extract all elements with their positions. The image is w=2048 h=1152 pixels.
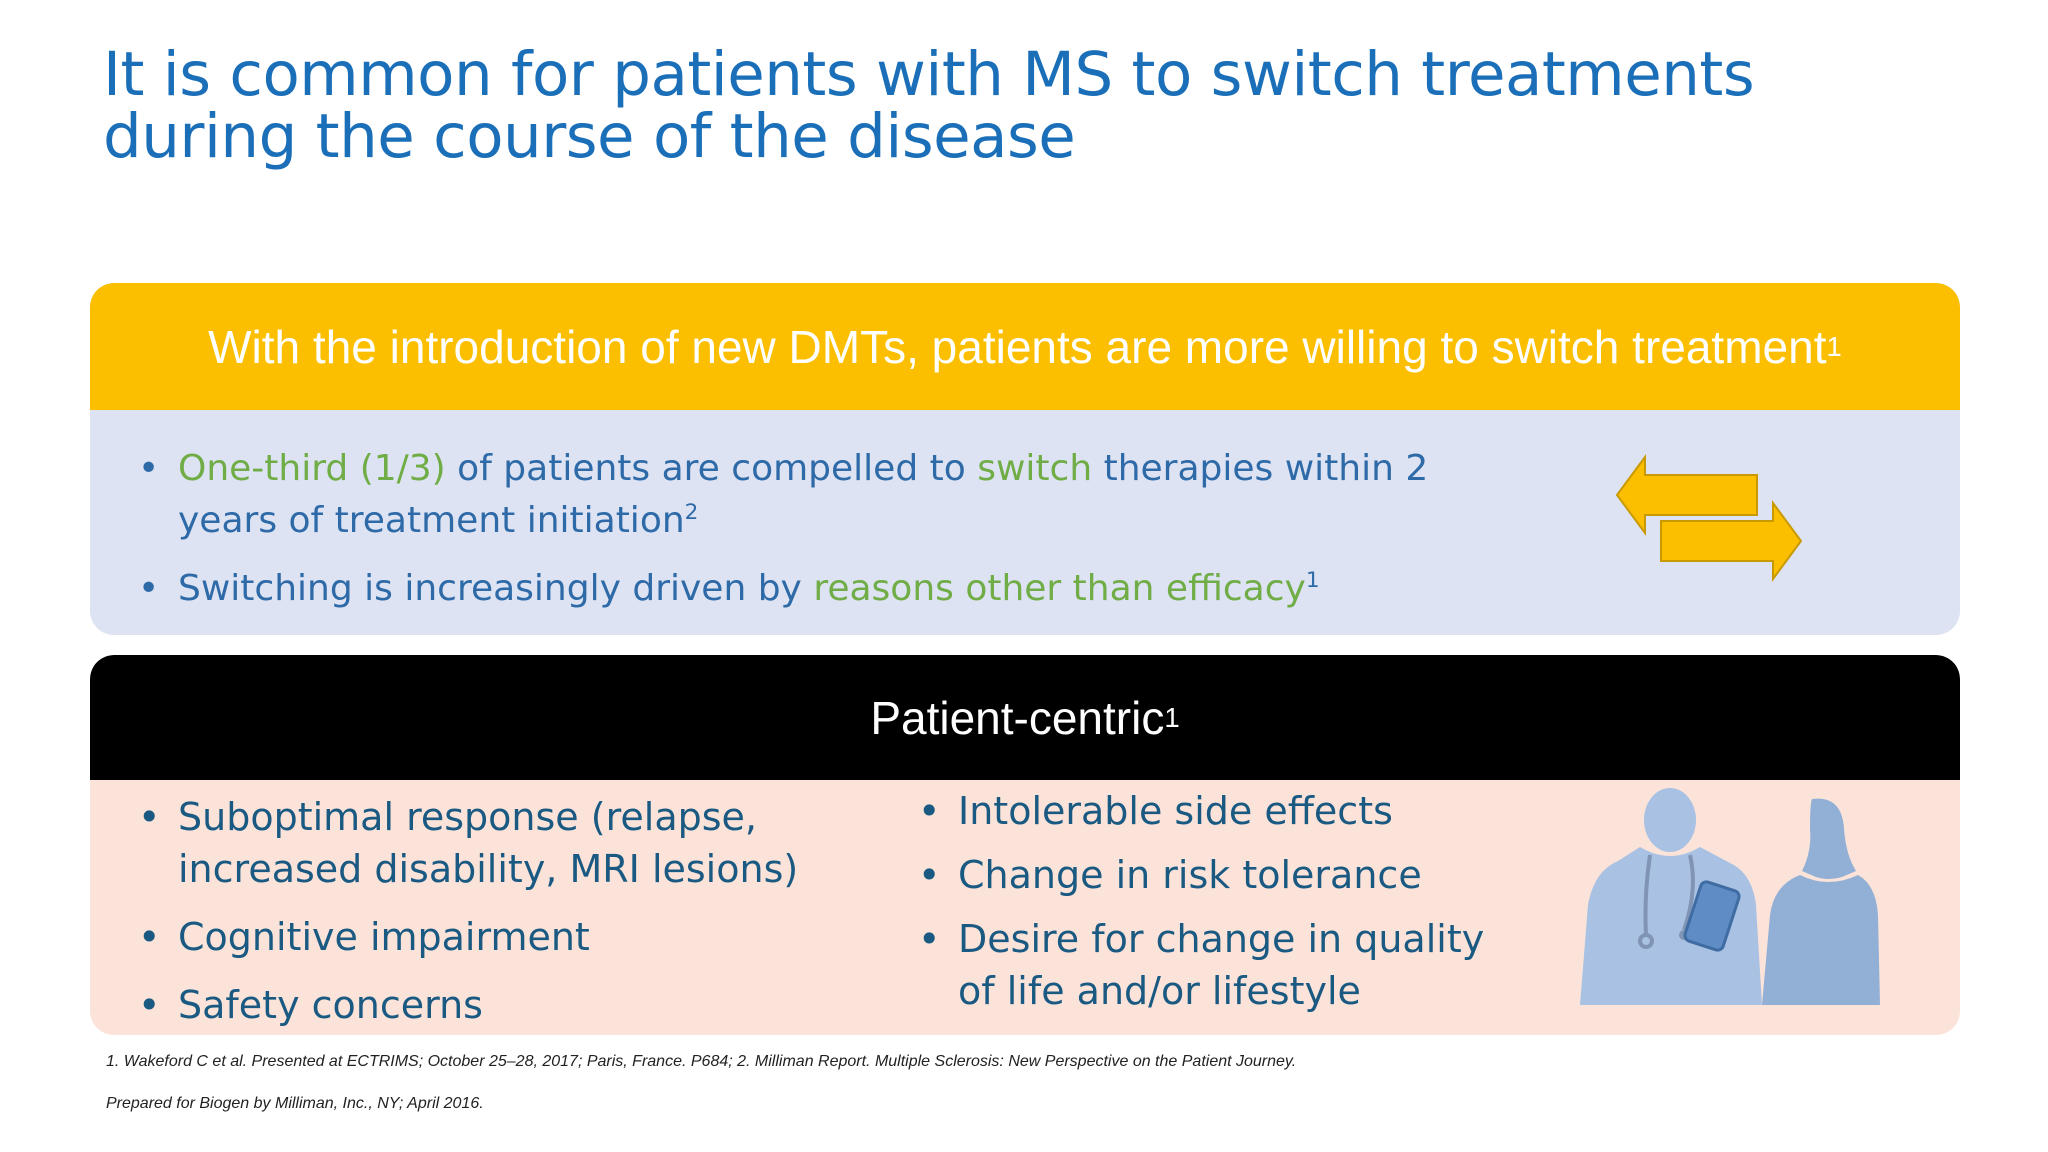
left-reasons-list: • Suboptimal response (relapse, increased… xyxy=(138,791,858,1035)
list-item: • Intolerable side effects xyxy=(918,785,1518,837)
bullet-dot: • xyxy=(918,789,941,833)
bullet-text: Change in risk tolerance xyxy=(958,853,1422,897)
bullet-dot: • xyxy=(138,795,161,839)
list-item: • Desire for change in quality of life an… xyxy=(918,913,1518,1017)
bullet-dot: • xyxy=(138,915,161,959)
bullet-dot: • xyxy=(138,568,160,609)
bullet-text: Suboptimal response (relapse, increased … xyxy=(178,795,799,891)
dmt-switching-panel: With the introduction of new DMTs, patie… xyxy=(90,283,1960,635)
bullet-dot: • xyxy=(918,853,941,897)
list-item: • Safety concerns xyxy=(138,979,858,1031)
switch-arrows-icon xyxy=(1615,453,1805,588)
ref-superscript: 1 xyxy=(1305,568,1320,594)
patient-centric-heading-text: Patient-centric xyxy=(870,691,1165,744)
reasons-highlight: reasons other than efficacy xyxy=(813,568,1306,609)
right-arrow-icon xyxy=(1660,499,1803,583)
bullet-reasons: • Switching is increasingly driven by rea… xyxy=(138,563,1538,615)
footnote-prepared-for: Prepared for Biogen by Milliman, Inc., N… xyxy=(106,1095,484,1112)
list-item: • Cognitive impairment xyxy=(138,911,858,963)
right-reasons-list: • Intolerable side effects • Change in ris… xyxy=(918,785,1518,1029)
bullet-dot: • xyxy=(138,448,160,489)
black-heading-band xyxy=(90,655,1960,780)
one-third-highlight: One-third (1/3) xyxy=(178,448,446,489)
patient-centric-panel: Patient-centric 1 • Suboptimal response (r… xyxy=(90,655,1960,1035)
bullet-text: Desire for change in quality of life and… xyxy=(958,917,1485,1013)
yellow-heading-band xyxy=(90,283,1960,410)
bullet-dot: • xyxy=(138,983,161,1027)
dmt-heading: With the introduction of new DMTs, patie… xyxy=(208,320,1842,373)
list-item: • Change in risk tolerance xyxy=(918,849,1518,901)
bullet-dot: • xyxy=(918,917,941,961)
dmt-heading-text: With the introduction of new DMTs, patie… xyxy=(208,320,1827,373)
switch-highlight: switch xyxy=(977,448,1093,489)
doctor-silhouette-icon xyxy=(1580,788,1762,1005)
bullet-text: therapies within 2 years of treatment in… xyxy=(178,448,1429,541)
footnote-references: 1. Wakeford C et al. Presented at ECTRIM… xyxy=(106,1053,1297,1070)
bullet-one-third: • One-third (1/3) of patients are compell… xyxy=(138,443,1538,547)
switching-bullet-list: • One-third (1/3) of patients are compell… xyxy=(138,443,1538,631)
list-item: • Suboptimal response (relapse, increased… xyxy=(138,791,858,895)
patient-silhouette-icon xyxy=(1762,798,1880,1005)
ref-superscript: 2 xyxy=(684,500,699,526)
bullet-text: Safety concerns xyxy=(178,983,483,1027)
patient-centric-heading: Patient-centric 1 xyxy=(870,691,1180,744)
bullet-text: of patients are compelled to xyxy=(445,448,978,489)
doctor-patient-illustration xyxy=(1580,785,1880,1010)
left-arrow-icon xyxy=(1615,453,1758,537)
bullet-text: Switching is increasingly driven by xyxy=(178,568,814,609)
bullet-text: Cognitive impairment xyxy=(178,915,590,959)
bullet-text: Intolerable side effects xyxy=(958,789,1393,833)
slide-title: It is common for patients with MS to swi… xyxy=(103,39,1755,172)
